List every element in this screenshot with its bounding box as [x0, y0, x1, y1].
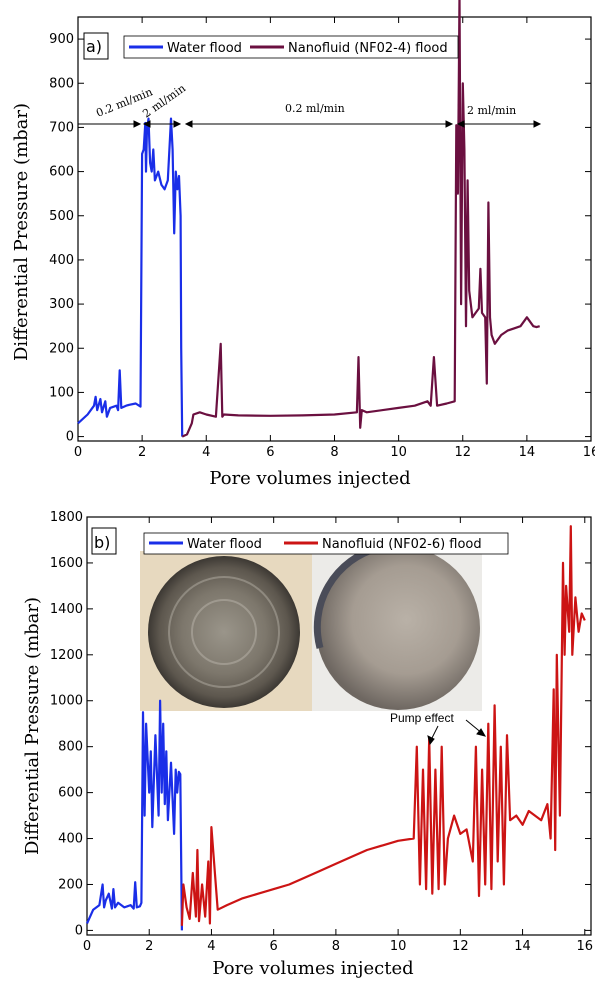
chart-b-xlabel: Pore volumes injected: [212, 958, 413, 979]
chart-b-ytick-label: 1000: [50, 694, 83, 709]
chart-b-xtick-label: 0: [83, 939, 91, 954]
chart-a-ytick-label: 300: [49, 297, 74, 312]
chart-b-legend: [143, 532, 509, 555]
chart-b-xtick-label: 6: [270, 939, 278, 954]
series-line-nanofluid-nf02-6-flood: [180, 525, 586, 926]
chart-a-frame: [77, 16, 592, 442]
chart-b-panel-label: b): [94, 533, 110, 552]
chart-b-series: [85, 525, 586, 931]
chart-a-ytick-label: 0: [66, 430, 74, 445]
chart-b-legend-nano: Nanofluid (NF02-6) flood: [322, 537, 482, 552]
chart-b: 0 2 4 6 8 10 12 14 16 0 200 400 600 800 1000 1200 1400 16…: [22, 510, 593, 979]
chart-a-panel-label: a): [86, 37, 102, 56]
chart-b-legend-water: Water flood: [187, 537, 262, 552]
chart-b-ytick-label: 0: [75, 923, 83, 938]
chart-b-ytick-label: 1600: [50, 556, 83, 571]
chart-a-xtick-label: 8: [330, 445, 338, 460]
chart-a-rate-4: 2 ml/min: [467, 104, 516, 117]
chart-a-ytick-label: 100: [49, 385, 74, 400]
series-line-water-flood: [77, 117, 184, 437]
chart-a-panel-label-box: [83, 32, 109, 60]
chart-a-xlabel: Pore volumes injected: [209, 468, 410, 489]
inset-core-left-ring2: [191, 599, 257, 665]
chart-b-ytick-label: 1200: [50, 648, 83, 663]
inset-core-left: [148, 556, 300, 708]
chart-a-legend: [123, 35, 459, 59]
chart-b-ylabel: Differential Pressure (mbar): [22, 597, 43, 855]
chart-b-ytick-label: 200: [58, 877, 83, 892]
chart-b-ytick-label: 600: [58, 786, 83, 801]
chart-b-annotation-arrows: [427, 719, 487, 746]
chart-b-ytick-label: 400: [58, 832, 83, 847]
chart-a-xtick-label: 10: [390, 445, 407, 460]
chart-a-xtick-label: 6: [266, 445, 274, 460]
chart-a-legend-nano: Nanofluid (NF02-4) flood: [288, 41, 448, 56]
chart-b-xtick-label: 4: [207, 939, 215, 954]
chart-a-ticks: 0 2 4 6 8 10 12 14 16 0 100 200 300 400 500 600 700 800 90…: [49, 17, 595, 460]
chart-a-ytick-label: 600: [49, 165, 74, 180]
chart-a-ytick-label: 200: [49, 341, 74, 356]
inset-core-left-ring: [168, 576, 280, 688]
chart-a-rate-arrows: [78, 120, 542, 128]
chart-b-xtick-label: 12: [452, 939, 469, 954]
chart-a-ytick-label: 500: [49, 209, 74, 224]
chart-a-xtick-label: 0: [74, 445, 82, 460]
chart-a-xtick-label: 14: [519, 445, 536, 460]
chart-a: 0 2 4 6 8 10 12 14 16 0 100 200 300 400 500 600 700 800 90…: [11, 0, 595, 489]
chart-b-ytick-label: 1800: [50, 510, 83, 525]
chart-a-ytick-label: 700: [49, 120, 74, 135]
chart-b-xtick-label: 8: [332, 939, 340, 954]
chart-b-ticks: 0 2 4 6 8 10 12 14 16 0 200 400 600 800 1000 1200 1400 16…: [50, 510, 593, 954]
chart-a-series: [77, 0, 540, 438]
chart-a-xtick-label: 4: [202, 445, 210, 460]
chart-a-legend-water: Water flood: [167, 41, 242, 56]
series-line-water-flood: [85, 699, 183, 931]
chart-a-xtick-label: 2: [138, 445, 146, 460]
inset-core-right: [316, 546, 480, 710]
chart-a-rate-3: 0.2 ml/min: [285, 102, 345, 115]
chart-b-xtick-label: 10: [390, 939, 407, 954]
chart-a-ylabel: Differential Pressure (mbar): [11, 103, 32, 361]
chart-b-ytick-label: 800: [58, 740, 83, 755]
chart-b-annotation: Pump effect: [390, 711, 454, 725]
series-line-nanofluid-nf02-4-flood: [181, 0, 540, 438]
chart-a-ytick-label: 900: [49, 32, 74, 47]
chart-a-xtick-label: 12: [454, 445, 471, 460]
chart-b-panel-label-box: [91, 527, 117, 555]
chart-a-xtick-label: 16: [583, 445, 595, 460]
chart-a-ytick-label: 400: [49, 253, 74, 268]
chart-b-xtick-label: 16: [577, 939, 594, 954]
chart-b-ytick-label: 1400: [50, 602, 83, 617]
chart-a-ytick-label: 800: [49, 76, 74, 91]
chart-b-xtick-label: 14: [514, 939, 531, 954]
chart-b-frame: [86, 516, 592, 936]
chart-b-xtick-label: 2: [145, 939, 153, 954]
